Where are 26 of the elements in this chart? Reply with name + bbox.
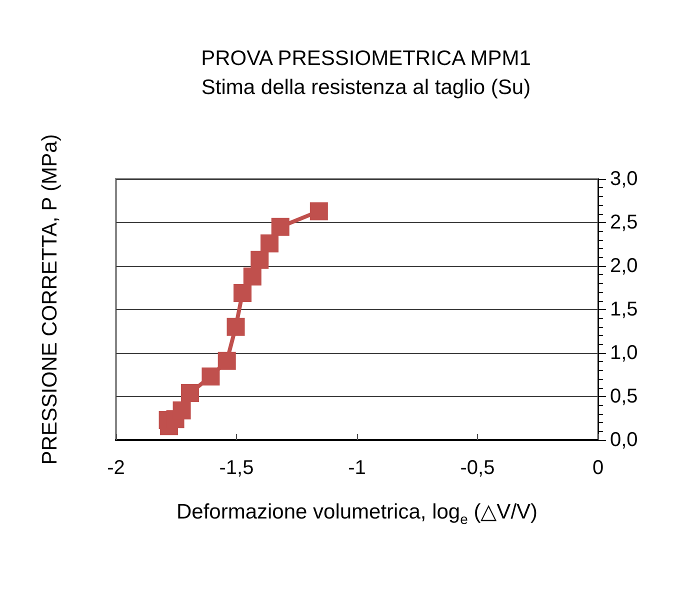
point xyxy=(180,384,199,402)
point xyxy=(172,401,191,420)
point xyxy=(310,202,328,220)
point xyxy=(260,234,279,252)
y-tick-label: 2,0 xyxy=(610,255,638,277)
y-tick-label: 0,0 xyxy=(610,429,638,451)
y-tick-label: 2,5 xyxy=(610,212,638,234)
point xyxy=(202,367,220,386)
y-tick-label: 1,5 xyxy=(610,298,638,320)
y-tick-label: 0,5 xyxy=(610,386,638,408)
x-tick-label: -1,5 xyxy=(219,457,254,479)
y-tick-label: 3,0 xyxy=(610,168,638,190)
x-tick-label: -1 xyxy=(348,457,366,479)
point xyxy=(226,318,245,336)
x-tick-label: 0 xyxy=(592,457,604,479)
chart-title: PROVA PRESSIOMETRICA MPM1 xyxy=(201,47,531,70)
chart-subtitle: Stima della resistenza al taglio (Su) xyxy=(201,76,531,99)
point xyxy=(271,218,290,236)
point xyxy=(250,250,269,269)
y-tick-label: 1,0 xyxy=(610,342,638,364)
y-axis-title: PRESSIONE CORRETTA, P (MPa) xyxy=(38,134,62,465)
x-tick-label: -2 xyxy=(107,457,125,479)
point xyxy=(243,267,262,286)
point xyxy=(218,352,236,370)
x-tick-label: -0,5 xyxy=(460,457,495,479)
point xyxy=(234,284,252,302)
